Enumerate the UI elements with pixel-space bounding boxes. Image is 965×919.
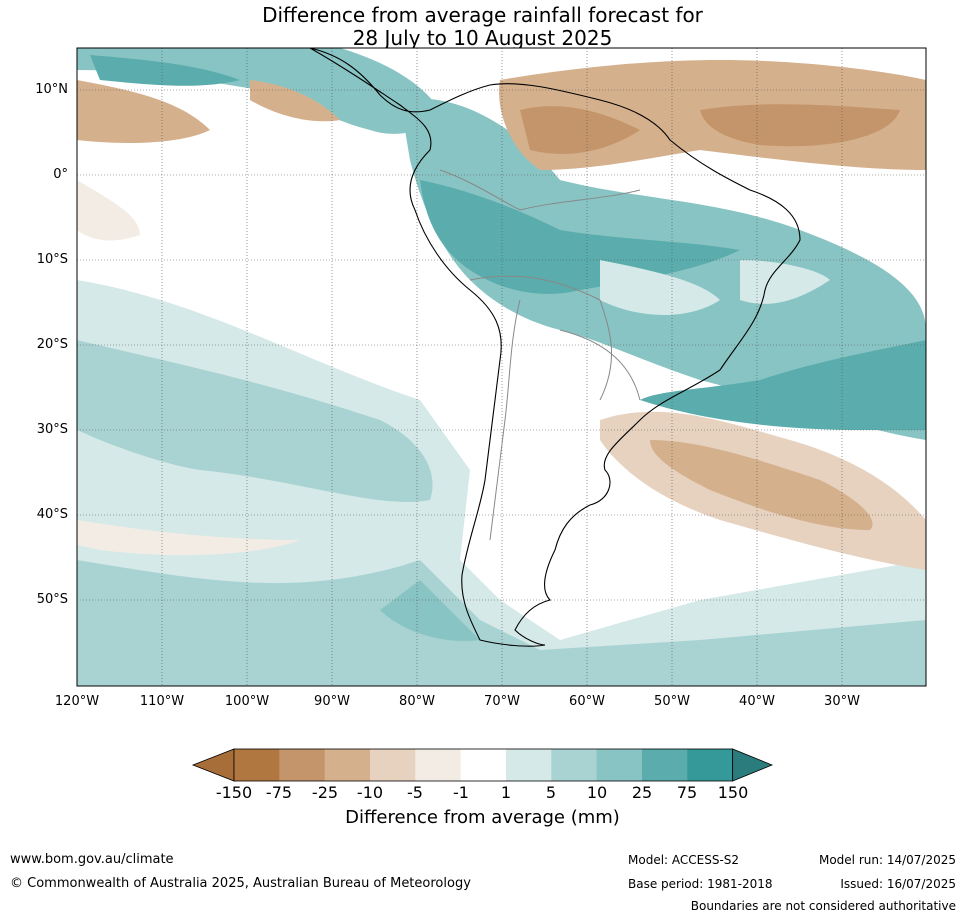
lon-label-30w: 30°W [824, 694, 860, 709]
colorbar-segment [324, 749, 371, 781]
colorbar-tick: 150 [717, 783, 749, 802]
colorbar-tick: 25 [631, 783, 653, 802]
colorbar-segment [460, 749, 507, 781]
colorbar-segment [415, 749, 462, 781]
footer-website: www.bom.gov.au/climate [10, 852, 174, 867]
footer-model-run: Model run: 14/07/2025 [818, 853, 956, 867]
map-frame [76, 47, 927, 687]
graticule [77, 48, 926, 686]
colorbar-tick: -5 [407, 783, 423, 802]
lon-label-70w: 70°W [484, 694, 520, 709]
title-line-2: 28 July to 10 August 2025 [352, 26, 613, 50]
colorbar-segment [369, 749, 416, 781]
lat-label-10s: 10°S [36, 252, 68, 267]
footer-boundaries-note: Boundaries are not considered authoritat… [690, 899, 956, 913]
colorbar-tick: -1 [453, 783, 469, 802]
colorbar-segment [279, 749, 326, 781]
colorbar-title: Difference from average (mm) [345, 807, 620, 828]
lat-label-50s: 50°S [36, 592, 68, 607]
colorbar-tick: -75 [265, 783, 293, 802]
colorbar-tick: -10 [356, 783, 384, 802]
colorbar [191, 748, 774, 782]
colorbar-segment [687, 749, 734, 781]
colorbar-segment [596, 749, 643, 781]
lat-label-30s: 30°S [36, 422, 68, 437]
footer-issued: Issued: 16/07/2025 [840, 877, 956, 891]
map-title: Difference from average rainfall forecas… [0, 4, 965, 50]
lon-label-90w: 90°W [314, 694, 350, 709]
colorbar-frame [233, 748, 734, 782]
footer-model: Model: ACCESS-S2 [628, 853, 740, 867]
lat-label-0: 0° [53, 167, 68, 182]
colorbar-segment [505, 749, 552, 781]
colorbar-segment [641, 749, 688, 781]
colorbar-tick: 10 [586, 783, 608, 802]
colorbar-extend-low [191, 748, 235, 782]
lat-label-40s: 40°S [36, 507, 68, 522]
colorbar-tick: -150 [215, 783, 253, 802]
lat-label-10n: 10°N [35, 82, 68, 97]
title-line-1: Difference from average rainfall forecas… [262, 3, 703, 27]
lon-label-120w: 120°W [54, 694, 100, 709]
lon-label-80w: 80°W [399, 694, 435, 709]
country-borders [439, 169, 641, 541]
colorbar-tick: 5 [545, 783, 557, 802]
colorbar-tick: -25 [311, 783, 339, 802]
lon-label-40w: 40°W [739, 694, 775, 709]
anomaly-contours [77, 48, 926, 686]
footer-copyright: © Commonwealth of Australia 2025, Austra… [10, 876, 471, 891]
lon-label-100w: 100°W [224, 694, 270, 709]
lon-label-60w: 60°W [569, 694, 605, 709]
colorbar-tick: 75 [676, 783, 698, 802]
coastline [309, 48, 801, 647]
colorbar-tick: 1 [500, 783, 512, 802]
colorbar-segment [551, 749, 598, 781]
lat-label-20s: 20°S [36, 337, 68, 352]
lon-label-50w: 50°W [654, 694, 690, 709]
colorbar-extend-high [732, 748, 774, 782]
lon-label-110w: 110°W [139, 694, 185, 709]
footer-base-period: Base period: 1981-2018 [628, 877, 773, 891]
colorbar-segment [234, 749, 280, 781]
